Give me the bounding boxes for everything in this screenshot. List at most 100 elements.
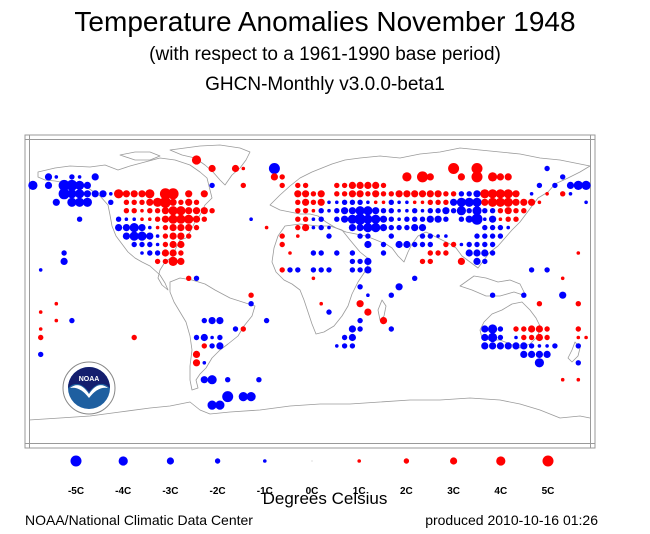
anomaly-point [146,198,154,206]
anomaly-point [427,250,433,256]
anomaly-point [256,377,262,383]
anomaly-point [148,225,152,230]
anomaly-point [76,216,83,222]
anomaly-point [520,342,528,350]
anomaly-point [318,267,324,273]
anomaly-point [535,350,544,358]
anomaly-point [131,334,137,341]
anomaly-point [349,199,356,205]
anomaly-point [498,217,503,221]
anomaly-point [488,172,498,182]
anomaly-point [482,258,488,265]
anomaly-point [521,292,527,298]
anomaly-point [412,200,417,205]
anomaly-point [54,318,59,323]
anomaly-point [67,197,77,207]
anomaly-point [366,293,370,298]
anomaly-point [326,267,332,273]
anomaly-point [302,198,310,206]
anomaly-point [544,267,550,273]
anomaly-point [442,207,450,215]
anomaly-point [489,233,496,239]
anomaly-point [419,241,426,248]
anomaly-point [162,258,169,265]
anomaly-point [77,175,82,179]
anomaly-point [412,208,418,214]
anomaly-point [543,350,551,358]
anomaly-point [381,200,386,205]
anomaly-point [348,190,356,198]
anomaly-point [503,189,513,199]
anomaly-point [488,332,498,343]
anomaly-point [155,225,160,230]
anomaly-point [354,213,366,225]
anomaly-point [363,214,373,224]
coastline-australia [479,301,541,349]
anomaly-point [209,182,215,189]
anomaly-point [268,163,280,174]
anomaly-point [443,241,449,248]
noaa-logo: NOAA [62,361,116,415]
anomaly-point [347,214,357,224]
anomaly-point [504,207,512,215]
anomaly-point [169,224,177,232]
anomaly-point [534,358,545,368]
anomaly-point [512,190,520,198]
anomaly-point [474,241,480,248]
anomaly-point [296,234,300,238]
anomaly-point [363,206,373,216]
anomaly-point [349,258,356,265]
legend-label: -4C [115,486,132,497]
anomaly-point [341,182,348,189]
anomaly-point [459,242,464,247]
anomaly-point [38,268,43,272]
anomaly-point [201,343,207,349]
anomaly-point [279,267,285,273]
anomaly-point [364,240,372,249]
anomaly-point [295,199,301,205]
anomaly-point [310,267,317,273]
anomaly-point [318,208,324,214]
anomaly-point [311,225,316,230]
anomaly-point [489,224,496,231]
anomaly-point [363,223,373,233]
anomaly-point [357,233,363,239]
anomaly-point [192,215,201,223]
anomaly-point [131,199,137,205]
anomaly-point [67,189,77,199]
anomaly-point [137,231,147,241]
anomaly-point [154,208,161,214]
anomaly-point [521,326,527,332]
anomaly-point [436,234,440,238]
anomaly-point [177,232,185,240]
anomaly-point [497,208,504,214]
anomaly-point [528,267,535,273]
anomaly-point [365,191,371,197]
coastline-madagascar [377,299,387,321]
anomaly-point [210,335,214,340]
anomaly-point [397,217,401,221]
anomaly-point [123,208,130,214]
anomaly-point [193,275,200,281]
anomaly-point [568,192,573,196]
anomaly-point [130,190,138,198]
anomaly-point [411,190,419,198]
anomaly-point [169,249,177,257]
anomaly-point [38,351,44,358]
anomaly-point [54,175,59,179]
anomaly-point [412,275,418,281]
anomaly-point [311,276,316,281]
anomaly-point [38,334,44,341]
anomaly-point [334,216,340,222]
anomaly-point [357,267,363,273]
coastline-arctic-islands [119,151,161,161]
anomaly-point [420,208,425,213]
legend-symbol [496,456,506,466]
anomaly-point [380,250,387,256]
anomaly-point [295,208,301,214]
anomaly-point [75,197,85,207]
anomaly-point [465,249,473,257]
legend-label: 2C [399,486,413,497]
anomaly-point [208,317,216,325]
anomaly-point [201,317,207,324]
